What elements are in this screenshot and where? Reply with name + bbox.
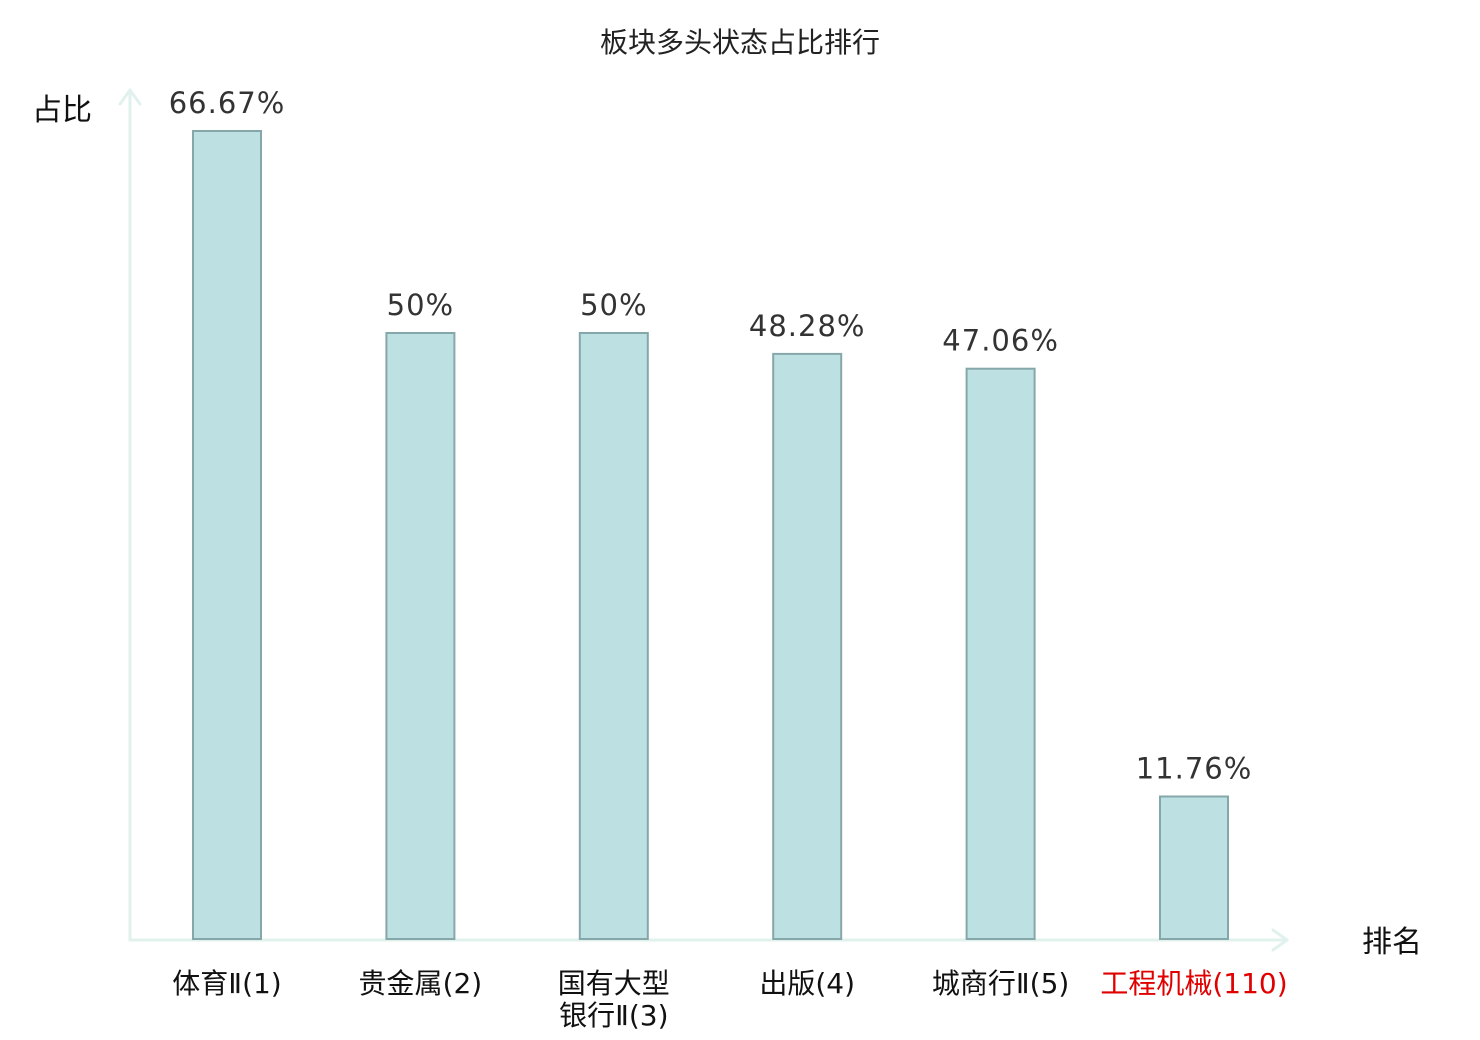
bar-value-label: 50% <box>387 288 454 322</box>
x-tick-rank: (3) <box>629 999 669 1032</box>
y-axis-arrow <box>118 88 142 106</box>
chart-title: 板块多头状态占比排行 <box>600 26 880 59</box>
x-tick-label: 银行Ⅱ(3) <box>559 999 668 1032</box>
bar <box>772 352 843 940</box>
bar-value-label: 47.06% <box>942 324 1059 358</box>
x-tick-rank: (5) <box>1030 967 1070 1000</box>
bar <box>578 332 649 940</box>
bar <box>192 130 262 940</box>
bar <box>385 332 456 940</box>
x-tick-name: 工程机械 <box>1100 967 1212 1000</box>
x-tick-name: 城商行Ⅱ <box>932 967 1030 1000</box>
x-tick-label: 工程机械(110) <box>1100 967 1287 1000</box>
y-axis-label: 占比 <box>32 93 92 128</box>
x-tick-name: 体育Ⅱ <box>172 967 242 1000</box>
x-tick-label: 出版(4) <box>759 967 855 1000</box>
x-tick-label: 体育Ⅱ(1) <box>172 967 281 1000</box>
bar <box>1159 795 1229 940</box>
bar <box>965 367 1036 940</box>
bar-value-label: 66.67% <box>169 86 286 120</box>
value-labels: 66.67% 50% 50% 48.28% 47.06% 11.76% <box>169 86 1253 786</box>
bar-value-label: 11.76% <box>1136 752 1253 786</box>
x-tick-label: 国有大型 <box>558 967 670 1000</box>
x-axis-arrow <box>1271 928 1289 952</box>
axes <box>118 88 1289 952</box>
x-tick-name: 出版 <box>759 967 815 1000</box>
x-tick-label: 贵金属(2) <box>359 967 483 1000</box>
bars <box>192 130 1229 940</box>
x-tick-label: 城商行Ⅱ(5) <box>932 967 1069 1000</box>
x-axis-label: 排名 <box>1362 925 1422 960</box>
x-tick-rank: (4) <box>815 967 855 1000</box>
x-tick-rank: (110) <box>1212 967 1287 1000</box>
x-tick-name: 贵金属 <box>359 967 443 1000</box>
x-tick-name: 国有大型 <box>558 967 670 1000</box>
x-tick-name: 银行Ⅱ <box>559 999 629 1032</box>
x-tick-rank: (2) <box>443 967 483 1000</box>
x-tick-rank: (1) <box>242 967 282 1000</box>
bar-value-label: 48.28% <box>749 309 866 343</box>
bar-value-label: 50% <box>580 288 647 322</box>
